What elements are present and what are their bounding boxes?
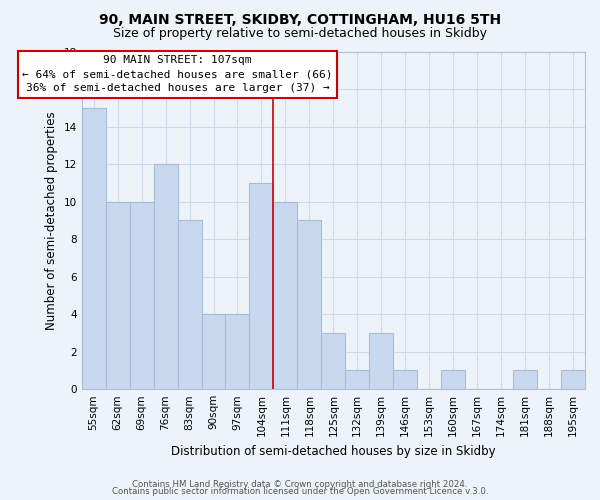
Y-axis label: Number of semi-detached properties: Number of semi-detached properties	[45, 111, 58, 330]
Bar	[226, 314, 250, 389]
Bar	[393, 370, 417, 389]
Text: Contains HM Land Registry data © Crown copyright and database right 2024.: Contains HM Land Registry data © Crown c…	[132, 480, 468, 489]
Bar	[250, 183, 274, 389]
Bar	[82, 108, 106, 389]
Bar	[106, 202, 130, 389]
Bar	[322, 333, 346, 389]
Bar	[202, 314, 226, 389]
Bar	[346, 370, 369, 389]
Bar	[513, 370, 537, 389]
Bar	[369, 333, 393, 389]
Text: Contains public sector information licensed under the Open Government Licence v.: Contains public sector information licen…	[112, 487, 488, 496]
Text: 90, MAIN STREET, SKIDBY, COTTINGHAM, HU16 5TH: 90, MAIN STREET, SKIDBY, COTTINGHAM, HU1…	[99, 12, 501, 26]
Bar	[298, 220, 322, 389]
Bar	[561, 370, 585, 389]
X-axis label: Distribution of semi-detached houses by size in Skidby: Distribution of semi-detached houses by …	[171, 444, 496, 458]
Text: 90 MAIN STREET: 107sqm
← 64% of semi-detached houses are smaller (66)
36% of sem: 90 MAIN STREET: 107sqm ← 64% of semi-det…	[22, 56, 333, 94]
Bar	[178, 220, 202, 389]
Text: Size of property relative to semi-detached houses in Skidby: Size of property relative to semi-detach…	[113, 28, 487, 40]
Bar	[154, 164, 178, 389]
Bar	[130, 202, 154, 389]
Bar	[441, 370, 465, 389]
Bar	[274, 202, 298, 389]
